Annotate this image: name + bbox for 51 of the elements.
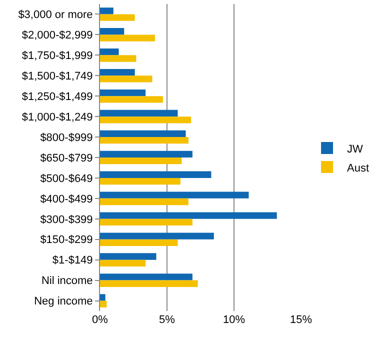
bar <box>100 28 124 35</box>
y-tick-label: $1-$149 <box>52 254 93 267</box>
bar <box>100 14 135 21</box>
bar <box>100 89 146 96</box>
bar <box>100 96 163 103</box>
y-tick-label: $2,000-$2,999 <box>22 30 93 42</box>
bar <box>100 232 214 240</box>
bar <box>100 116 192 124</box>
x-tick-label: 5% <box>159 314 176 326</box>
bar <box>100 158 182 164</box>
y-tick-label: $150-$299 <box>40 234 93 246</box>
bar <box>100 130 186 138</box>
bar <box>100 260 146 266</box>
y-tick-label: $1,500-$1,749 <box>22 70 93 82</box>
x-tick-label: 0% <box>92 314 108 326</box>
bar <box>100 150 192 158</box>
bar <box>100 212 277 219</box>
y-tick-label: $650-$799 <box>40 152 93 164</box>
y-tick-label: $800-$999 <box>40 132 93 144</box>
y-tick-label: $1,750-$1,999 <box>22 50 93 62</box>
bar <box>100 192 249 198</box>
legend-label: Aust <box>347 162 370 174</box>
bar <box>100 253 156 260</box>
bar <box>100 171 212 178</box>
bar <box>100 239 178 246</box>
y-tick-label: $1,000-$1,249 <box>22 111 93 124</box>
bar <box>100 110 178 117</box>
y-tick-label: Neg income <box>34 296 93 308</box>
bar <box>100 68 135 76</box>
y-tick-label: Nil income <box>41 275 93 288</box>
y-tick-label: $3,000 or more <box>18 9 93 22</box>
y-tick-label: $400-$499 <box>40 193 93 206</box>
y-tick-label: $1,250-$1,499 <box>22 90 93 103</box>
bar <box>100 300 107 308</box>
bar <box>100 294 106 301</box>
bar <box>100 76 152 82</box>
x-tick-label: 15% <box>290 314 312 326</box>
bar <box>100 198 188 206</box>
y-tick-label: $300-$399 <box>40 214 93 226</box>
bar <box>100 8 114 14</box>
bar <box>100 34 155 42</box>
bar <box>100 280 198 287</box>
bar <box>100 137 188 144</box>
legend-label: JW <box>347 143 364 156</box>
bar <box>100 218 192 226</box>
bar <box>100 178 180 185</box>
bar <box>100 55 136 62</box>
y-tick-label: $500-$649 <box>40 172 93 185</box>
bar <box>100 274 192 280</box>
x-tick-label: 10% <box>222 314 246 326</box>
bar <box>100 48 119 56</box>
